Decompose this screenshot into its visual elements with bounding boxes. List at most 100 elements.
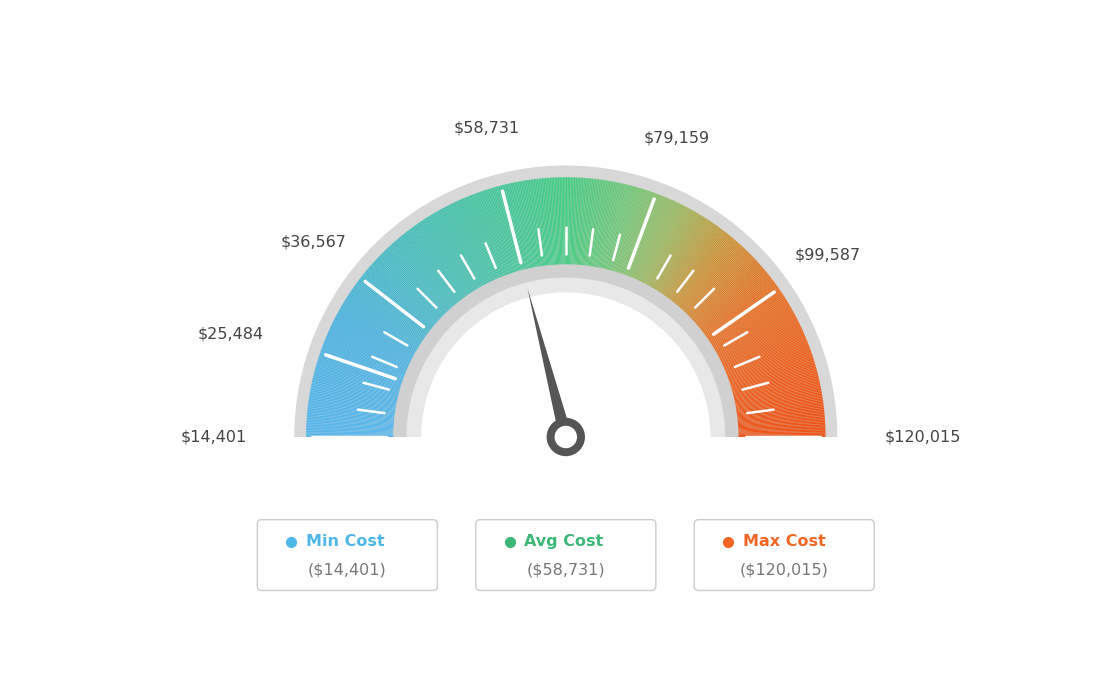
Wedge shape [435,212,480,289]
Wedge shape [677,239,735,307]
Wedge shape [527,180,541,268]
Wedge shape [667,228,721,299]
Wedge shape [295,166,837,437]
FancyBboxPatch shape [257,520,437,591]
Wedge shape [639,202,678,283]
Wedge shape [554,177,560,266]
Wedge shape [399,237,457,306]
Wedge shape [688,255,752,317]
Wedge shape [711,301,787,348]
Wedge shape [698,271,767,328]
Wedge shape [681,246,742,311]
Wedge shape [339,309,417,353]
Wedge shape [519,181,535,268]
Wedge shape [662,222,713,296]
Wedge shape [725,343,808,376]
Wedge shape [371,264,438,324]
Wedge shape [311,382,399,402]
Wedge shape [386,248,448,313]
Wedge shape [405,232,460,302]
Wedge shape [514,182,532,269]
Wedge shape [474,194,506,277]
Wedge shape [319,355,403,384]
Wedge shape [561,177,564,266]
Wedge shape [681,244,741,310]
Wedge shape [421,220,471,295]
Wedge shape [308,406,396,417]
Wedge shape [676,238,734,306]
Wedge shape [338,310,416,355]
Wedge shape [476,193,508,276]
Wedge shape [413,226,466,299]
Wedge shape [734,391,821,408]
Wedge shape [726,348,810,379]
Wedge shape [720,322,799,362]
Text: ($14,401): ($14,401) [308,563,386,578]
Wedge shape [733,384,820,403]
Wedge shape [716,315,796,357]
Wedge shape [730,360,815,387]
Wedge shape [726,346,809,378]
Wedge shape [731,368,817,393]
Wedge shape [318,358,403,386]
Wedge shape [705,286,778,338]
Wedge shape [403,234,459,304]
Wedge shape [672,234,729,304]
Wedge shape [575,177,582,266]
Wedge shape [587,179,599,267]
Wedge shape [735,406,824,417]
Wedge shape [702,279,773,334]
Wedge shape [336,316,414,358]
Wedge shape [721,328,803,366]
Wedge shape [350,291,424,342]
Wedge shape [323,343,406,376]
Wedge shape [728,351,811,381]
Wedge shape [307,413,395,422]
Wedge shape [617,190,646,274]
Wedge shape [629,196,665,279]
Wedge shape [736,424,826,429]
Wedge shape [729,357,814,385]
Wedge shape [367,269,435,327]
Wedge shape [370,265,437,324]
Wedge shape [656,216,703,292]
Wedge shape [482,190,512,275]
Wedge shape [599,182,619,270]
Wedge shape [591,180,605,268]
Wedge shape [406,277,725,437]
Wedge shape [353,287,426,339]
Wedge shape [393,264,739,437]
Wedge shape [680,244,740,310]
Wedge shape [700,277,771,332]
Wedge shape [707,288,779,340]
Wedge shape [310,390,397,407]
Wedge shape [385,249,448,314]
Wedge shape [650,211,696,288]
Wedge shape [544,178,553,266]
Wedge shape [376,258,442,319]
Wedge shape [733,380,819,401]
Wedge shape [358,280,429,335]
Wedge shape [694,266,763,326]
Wedge shape [671,232,726,302]
Wedge shape [690,258,755,319]
Wedge shape [436,211,481,288]
Wedge shape [633,198,669,280]
Wedge shape [420,221,470,295]
Wedge shape [493,187,519,273]
Wedge shape [733,385,820,404]
Wedge shape [448,205,489,284]
Wedge shape [310,386,397,405]
Wedge shape [646,208,690,286]
Text: Avg Cost: Avg Cost [524,534,604,549]
Wedge shape [540,179,550,266]
Wedge shape [590,179,603,268]
Wedge shape [716,313,795,357]
Wedge shape [733,382,820,402]
Wedge shape [735,395,822,411]
Wedge shape [348,295,423,344]
Wedge shape [655,215,702,291]
Wedge shape [641,204,682,284]
Wedge shape [457,201,495,282]
Wedge shape [626,194,658,277]
